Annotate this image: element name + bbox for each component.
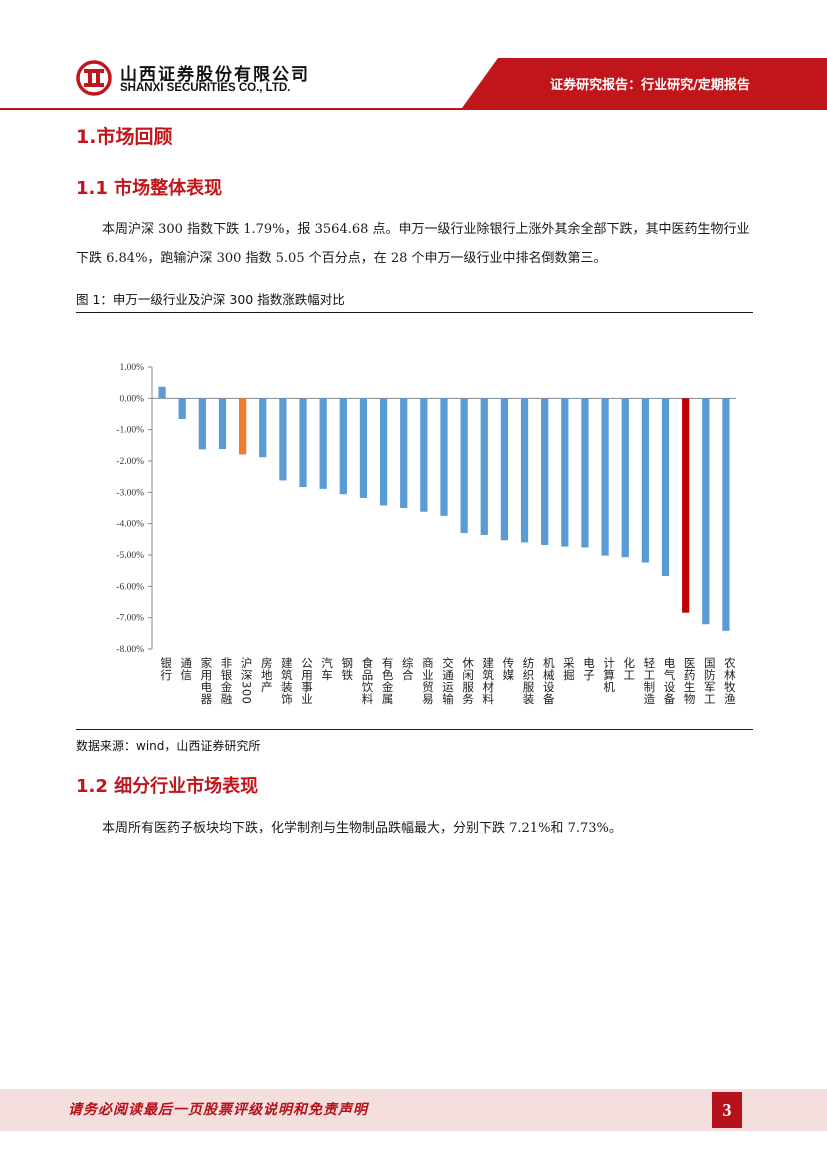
y-tick-label: -7.00% — [116, 614, 144, 624]
x-tick-label: 休闲服务 — [461, 657, 475, 705]
x-tick-label: 电气设备 — [663, 657, 677, 705]
x-tick-label: 银行 — [159, 656, 173, 681]
x-tick-label: 计算机 — [602, 657, 616, 693]
x-tick-label: 汽车 — [320, 656, 334, 681]
bar — [460, 398, 468, 534]
bar — [520, 398, 529, 543]
y-tick-label: -3.00% — [116, 488, 144, 498]
industry-bar-chart: 1.00% 0.00% -1.00% -2.00% -3.00% -4.00% -5.00%… — [116, 363, 737, 705]
bar — [561, 398, 569, 547]
bar — [702, 398, 710, 625]
y-tick-label: -4.00% — [116, 520, 144, 530]
header-band — [0, 58, 827, 110]
y-tick-label: -1.00% — [116, 426, 144, 436]
subsection-title-1-1: 1.1 市场整体表现 — [76, 178, 223, 199]
bar — [218, 398, 227, 450]
x-tick-label: 农林牧渔 — [723, 656, 737, 705]
subsection-title-1-2: 1.2 细分行业市场表现 — [76, 776, 259, 797]
x-tick-label: 机械设备 — [542, 656, 556, 705]
section-title: 1.市场回顾 — [76, 126, 173, 148]
chart-bottom-divider — [76, 729, 753, 730]
bar — [682, 398, 690, 613]
x-tick-label: 钢铁 — [340, 657, 354, 681]
x-tick-label: 公用事业 — [300, 657, 314, 705]
x-tick-label: 建筑材料 — [481, 656, 495, 705]
report-type-tag: 证券研究报告：行业研究/定期报告 — [550, 78, 750, 93]
bar — [198, 398, 206, 450]
bar — [722, 398, 730, 631]
x-tick-label: 纺织服装 — [522, 656, 536, 705]
bar — [279, 398, 287, 481]
bar — [621, 398, 629, 558]
bar — [440, 398, 448, 516]
bar — [178, 398, 186, 420]
paragraph-subsector: 本周所有医药子板块均下跌，化学制剂与生物制品跌幅最大，分别下跌 7.21%和 7… — [102, 821, 622, 836]
y-tick-label: -5.00% — [116, 551, 144, 561]
bar — [359, 398, 368, 498]
y-tick-label: -6.00% — [116, 582, 144, 592]
x-tick-label: 采掘 — [562, 657, 576, 681]
bar — [581, 398, 589, 548]
bar — [400, 398, 408, 508]
bar — [319, 398, 327, 489]
x-tick-label: 交通运输 — [441, 656, 455, 705]
bar — [379, 398, 388, 506]
caption-divider — [76, 312, 753, 313]
bar — [601, 398, 609, 556]
x-tick-label: 非银金融 — [219, 657, 233, 705]
company-name-en: SHANXI SECURITIES CO., LTD. — [120, 82, 291, 94]
figure-caption: 图 1：申万一级行业及沪深 300 指数涨跌幅对比 — [76, 292, 345, 307]
logo-icon — [76, 60, 112, 96]
x-tick-label: 轻工制造 — [642, 656, 656, 705]
y-tick-label: -2.00% — [116, 457, 144, 467]
bar — [500, 398, 509, 541]
footer-bar — [0, 1089, 827, 1131]
x-tick-label: 沪深300 — [240, 656, 254, 704]
bar — [339, 398, 347, 495]
bar — [480, 398, 488, 535]
x-tick-label: 传媒 — [501, 656, 515, 681]
chart-labels: 1.00% 0.00% -1.00% -2.00% -3.00% -4.00% -5.00%… — [116, 363, 737, 705]
bar — [158, 386, 166, 399]
y-tick-label: 1.00% — [119, 363, 144, 373]
x-tick-label: 商业贸易 — [421, 656, 435, 705]
x-tick-label: 医药生物 — [683, 657, 697, 705]
bar — [420, 398, 428, 512]
x-tick-label: 化工 — [622, 656, 636, 681]
x-tick-label: 有色金属 — [381, 656, 395, 705]
paragraph-market-overview: 本周沪深 300 指数下跌 1.79%，报 3564.68 点。申万一级行业除银… — [76, 222, 750, 266]
x-tick-label: 通信 — [179, 657, 193, 681]
chart-bars — [158, 386, 730, 631]
bar — [299, 398, 307, 488]
bar — [661, 398, 670, 576]
x-tick-label: 建筑装饰 — [280, 656, 294, 705]
x-tick-label: 国防军工 — [703, 657, 717, 705]
y-tick-label: 0.00% — [119, 394, 144, 404]
bar — [541, 398, 549, 545]
footer-disclaimer: 请务必阅读最后一页股票评级说明和免责声明 — [68, 1102, 368, 1118]
bar — [238, 398, 247, 455]
y-tick-label: -8.00% — [116, 645, 144, 655]
x-tick-label: 电子 — [582, 657, 596, 681]
page-number: 3 — [712, 1092, 742, 1128]
x-tick-label: 综合 — [401, 656, 415, 681]
x-tick-label: 食品饮料 — [360, 656, 374, 705]
figure-source: 数据来源：wind，山西证券研究所 — [76, 739, 261, 753]
x-tick-label: 房地产 — [260, 657, 274, 693]
bar — [259, 398, 267, 458]
x-tick-label: 家用电器 — [199, 656, 213, 705]
bar — [641, 398, 650, 563]
company-name-cn: 山西证券股份有限公司 — [120, 65, 310, 85]
